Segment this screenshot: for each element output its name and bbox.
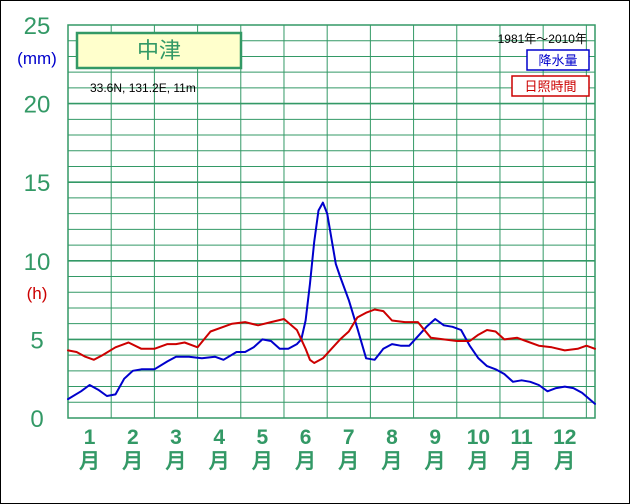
y-tick-label: 5	[30, 327, 43, 354]
month-suffix-label: 月	[380, 450, 402, 473]
month-number-label: 1	[84, 426, 96, 449]
month-suffix-label: 月	[510, 450, 532, 473]
month-suffix-label: 月	[208, 450, 230, 473]
month-suffix-label: 月	[78, 450, 100, 473]
month-number-label: 9	[429, 426, 441, 449]
y-tick-labels: 0 5 10 15 20 25	[24, 13, 51, 433]
station-location: 33.6N, 131.2E, 11m	[90, 81, 196, 95]
y-tick-label: 15	[24, 170, 51, 197]
month-suffix-label: 月	[553, 450, 575, 473]
month-suffix-label: 月	[251, 450, 273, 473]
month-number-label: 2	[127, 426, 139, 449]
month-suffix-label: 月	[337, 450, 359, 473]
sun-unit-label: (h)	[27, 284, 48, 303]
month-suffix-label: 月	[164, 450, 186, 473]
month-number-label: 11	[510, 426, 533, 449]
y-tick-label: 20	[24, 92, 51, 119]
y-tick-label: 10	[24, 249, 51, 276]
series-lines	[67, 201, 596, 405]
station-name: 中津	[137, 38, 181, 63]
month-suffix-label: 月	[424, 450, 446, 473]
month-number-label: 5	[257, 426, 269, 449]
y-tick-label: 0	[30, 406, 43, 433]
precip-series-line	[67, 201, 596, 405]
precip-unit-label: (mm)	[17, 49, 57, 68]
station-box	[75, 31, 243, 70]
month-suffix-label: 月	[294, 450, 316, 473]
y-tick-label: 25	[24, 13, 51, 40]
legend-precip-label: 降水量	[538, 53, 577, 68]
month-number-label: 12	[553, 426, 576, 449]
month-number-label: 7	[343, 426, 355, 449]
legend-sun-label: 日照時間	[524, 79, 576, 94]
legend-sun-box	[511, 75, 590, 97]
month-suffix-label: 月	[467, 450, 489, 473]
period-label: 1981年〜2010年	[498, 32, 587, 46]
month-number-label: 10	[467, 426, 490, 449]
month-suffix-label: 月	[121, 450, 143, 473]
sun-series-line	[67, 308, 596, 364]
plot-area	[67, 24, 596, 419]
legend-precip-box	[526, 49, 590, 71]
month-number-label: 6	[300, 426, 312, 449]
month-number-label: 3	[170, 426, 182, 449]
month-number-label: 4	[213, 426, 225, 449]
month-number-label: 8	[386, 426, 398, 449]
